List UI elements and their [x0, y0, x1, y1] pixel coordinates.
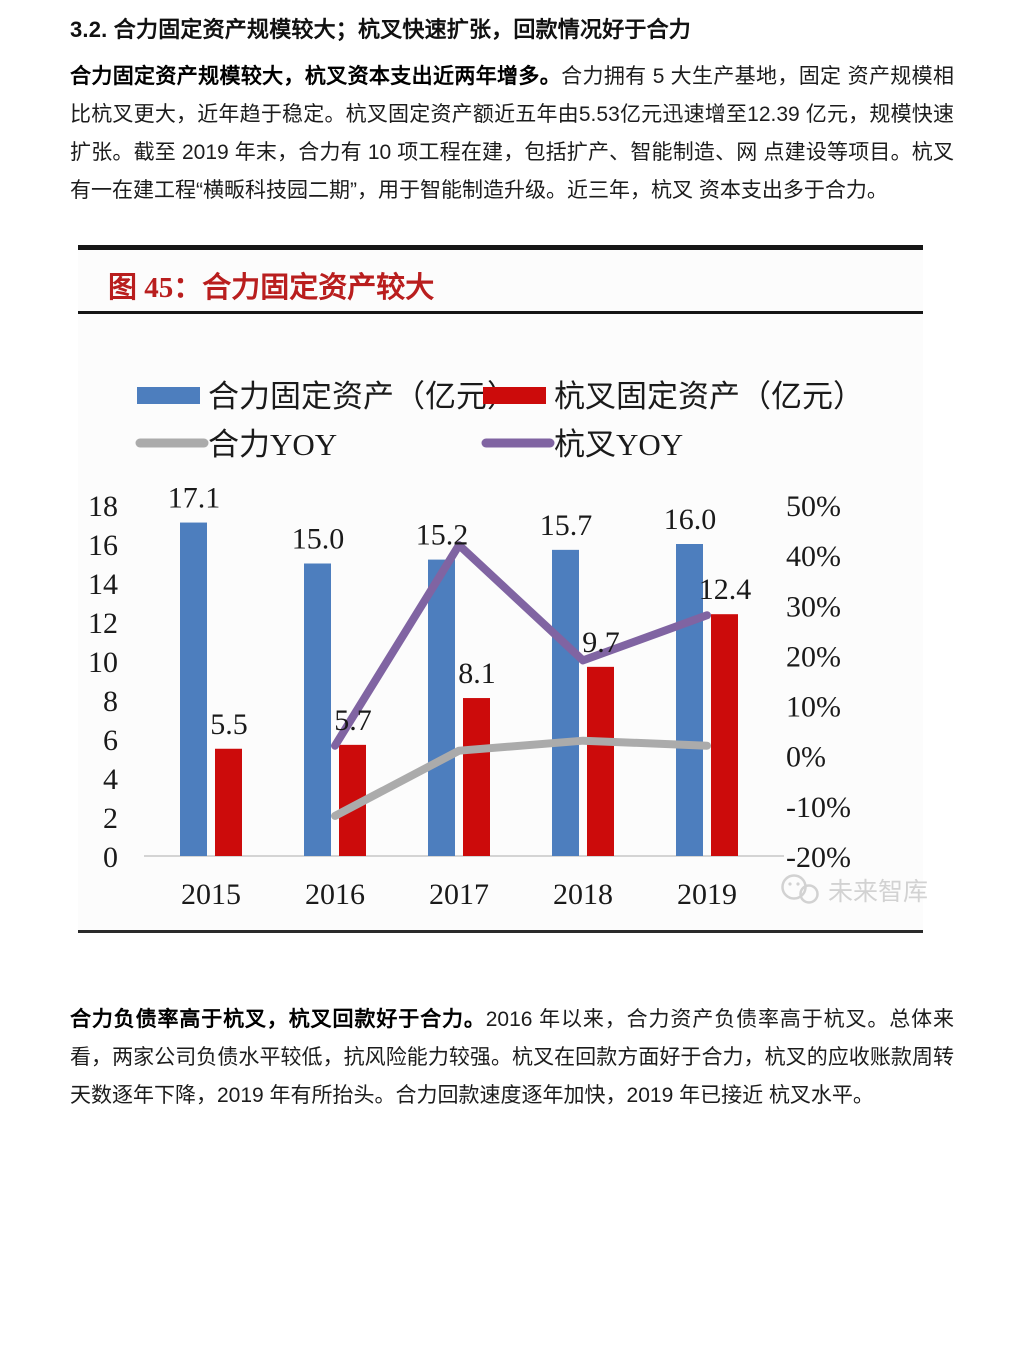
bar-value-label: 12.4 [699, 573, 752, 606]
legend-label: 杭叉YOY [554, 427, 683, 462]
bar-hangcha [587, 666, 614, 856]
bar-heli [180, 522, 207, 856]
y-axis-right-tick: 40% [786, 540, 841, 573]
x-axis-label: 2015 [181, 878, 241, 911]
y-axis-right-tick: 10% [786, 691, 841, 724]
paragraph-2-body: 2016 年以来，合力资产负债率高于杭叉。总体来看，两家公司负债水平较低，抗风险… [70, 1008, 954, 1107]
bar-heli [428, 559, 455, 856]
bar-value-label: 15.0 [292, 523, 345, 556]
section-heading: 3.2. 合力固定资产规模较大；杭叉快速扩张，回款情况好于合力 [70, 17, 692, 42]
x-axis-label: 2016 [305, 878, 365, 911]
y-axis-right-tick: 0% [786, 741, 826, 774]
bar-heli [676, 544, 703, 856]
y-axis-right-tick: 50% [786, 490, 841, 523]
paragraph-2: 合力负债率高于杭叉，杭叉回款好于合力。2016 年以来，合力资产负债率高于杭叉。… [70, 1001, 954, 1115]
wechat-logo-icon [781, 874, 819, 904]
legend-swatch-bar [137, 387, 200, 404]
x-axis-label: 2017 [429, 878, 489, 911]
watermark: 未来智库 [778, 872, 928, 908]
bar-heli [304, 563, 331, 856]
y-axis-left-tick: 12 [88, 607, 118, 640]
y-axis-right-tick: -20% [786, 841, 851, 874]
figure-title: 图 45：合力固定资产较大 [108, 272, 435, 304]
yoy-line [331, 736, 711, 820]
bar-hangcha [215, 748, 242, 856]
y-axis-left-tick: 4 [103, 763, 118, 796]
bar-value-label: 17.1 [168, 482, 221, 515]
bar-value-label: 15.7 [540, 509, 593, 542]
bar-value-label: 5.7 [334, 704, 372, 737]
bar-value-label: 15.2 [416, 519, 469, 552]
bar-value-label: 8.1 [458, 657, 496, 690]
legend-swatch-bar [483, 387, 546, 404]
paragraph-2-lead: 合力负债率高于杭叉，杭叉回款好于合力。 [70, 1008, 486, 1031]
watermark-text: 未来智库 [828, 878, 929, 906]
bar-value-label: 9.7 [582, 626, 620, 659]
chart-area: 0 2 4 6 8 10 12 14 16 18 50% 40% 30% 20% 10% 0% -10% -20%… [78, 325, 923, 938]
y-axis-right-tick: -10% [786, 791, 851, 824]
y-axis-left-tick: 0 [103, 841, 118, 874]
bar-value-label: 16.0 [664, 503, 717, 536]
y-axis-left-tick: 8 [103, 685, 118, 718]
combo-chart: 0 2 4 6 8 10 12 14 16 18 50% 40% 30% 20% 10% 0% -10% -20%… [88, 379, 864, 911]
y-axis-left-tick: 6 [103, 724, 118, 757]
x-axis-label: 2018 [553, 878, 613, 911]
y-axis-left-tick: 16 [88, 529, 118, 562]
figure-title-row: 图 45：合力固定资产较大 [78, 250, 923, 314]
y-axis-left-tick: 18 [88, 490, 118, 523]
y-axis-left-tick: 2 [103, 802, 118, 835]
legend-label: 合力固定资产（亿元） [208, 379, 518, 414]
figure-45: 图 45：合力固定资产较大 0 2 4 6 8 10 12 14 16 18 50% 40% 30% 20… [78, 245, 928, 933]
x-axis-label: 2019 [677, 878, 737, 911]
paragraph-1-body: 合力拥有 5 大生产基地，固定 资产规模相比杭叉更大，近年趋于稳定。杭叉固定资产… [70, 65, 955, 202]
paragraph-1: 合力固定资产规模较大，杭叉资本支出近两年增多。合力拥有 5 大生产基地，固定 资… [70, 58, 954, 210]
y-axis-left-tick: 10 [88, 646, 118, 679]
bar-hangcha [463, 698, 490, 856]
bar-hangcha [711, 614, 738, 856]
y-axis-right-tick: 20% [786, 640, 841, 673]
y-axis-right-tick: 30% [786, 590, 841, 623]
bar-value-label: 5.5 [210, 708, 248, 741]
bar-heli [552, 549, 579, 856]
y-axis-left-tick: 14 [88, 568, 118, 601]
yoy-line [331, 541, 711, 750]
paragraph-1-lead: 合力固定资产规模较大，杭叉资本支出近两年增多。 [70, 65, 562, 88]
legend-label: 合力YOY [208, 427, 337, 462]
legend-label: 杭叉固定资产（亿元） [554, 379, 864, 414]
